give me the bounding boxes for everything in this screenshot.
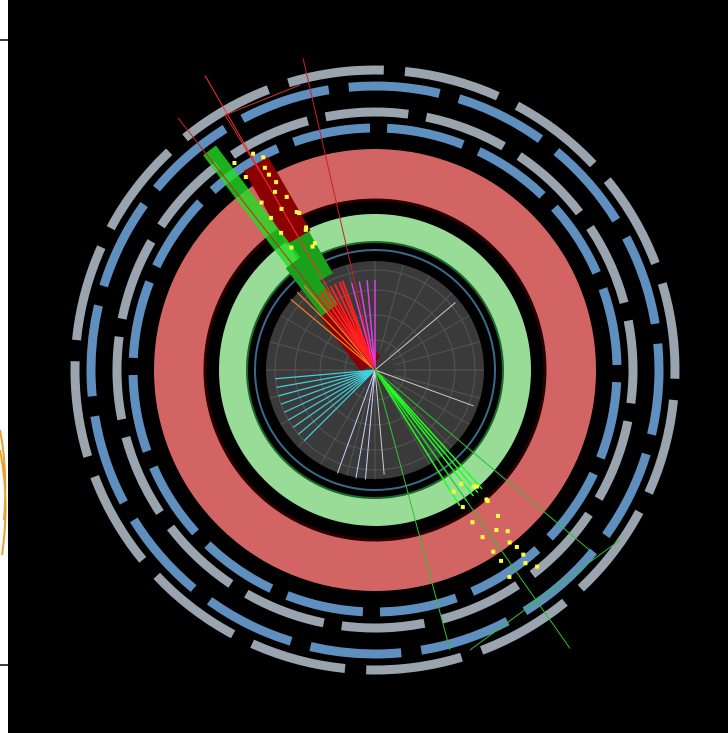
muon-segment (628, 321, 633, 404)
energy-deposit (285, 195, 289, 199)
energy-deposit (523, 561, 527, 565)
energy-deposit (508, 540, 512, 544)
muon-segment (117, 337, 122, 420)
energy-deposit (269, 216, 273, 220)
energy-deposit (251, 152, 255, 156)
energy-deposit (274, 180, 278, 184)
energy-deposit (263, 166, 267, 170)
energy-deposit (459, 482, 463, 486)
energy-deposit (267, 173, 271, 177)
energy-deposit (279, 231, 283, 235)
energy-deposit (535, 565, 539, 569)
energy-deposit (507, 575, 511, 579)
energy-deposit (304, 225, 308, 229)
energy-deposit (313, 241, 317, 245)
energy-deposit (475, 485, 479, 489)
energy-deposit (451, 490, 455, 494)
muon-segment (326, 112, 409, 117)
energy-deposit (279, 207, 283, 211)
energy-deposit (295, 210, 299, 214)
energy-deposit (261, 155, 265, 159)
energy-deposit (486, 499, 490, 503)
energy-deposit (491, 550, 495, 554)
energy-deposit (470, 520, 474, 524)
event-display (0, 0, 728, 733)
energy-deposit (273, 190, 277, 194)
energy-deposit (244, 175, 248, 179)
energy-deposit (461, 505, 465, 509)
energy-deposit (481, 535, 485, 539)
energy-deposit (494, 528, 498, 532)
energy-deposit (232, 161, 236, 165)
energy-deposit (260, 201, 264, 205)
energy-deposit (289, 246, 293, 250)
energy-deposit (499, 559, 503, 563)
energy-deposit (515, 545, 519, 549)
energy-deposit (506, 529, 510, 533)
energy-deposit (521, 553, 525, 557)
energy-deposit (311, 245, 315, 249)
muon-segment (342, 623, 425, 628)
energy-deposit (496, 514, 500, 518)
